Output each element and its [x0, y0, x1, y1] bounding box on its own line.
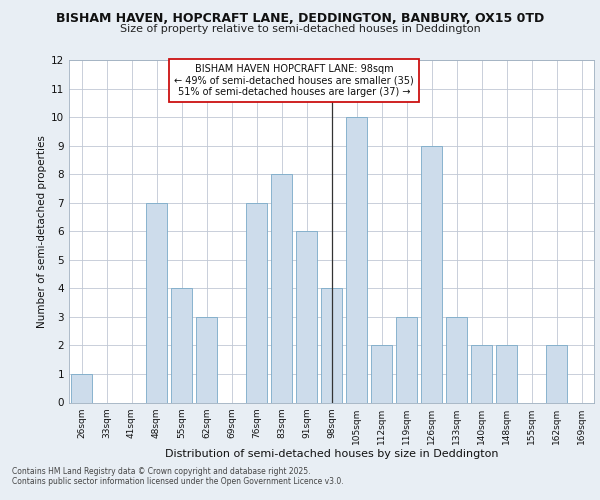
Bar: [196, 317, 217, 402]
Bar: [471, 346, 492, 403]
Bar: [146, 202, 167, 402]
Bar: [446, 317, 467, 402]
Y-axis label: Number of semi-detached properties: Number of semi-detached properties: [37, 135, 47, 328]
Bar: [371, 346, 392, 403]
Bar: [271, 174, 292, 402]
Bar: [296, 231, 317, 402]
Bar: [546, 346, 567, 403]
Text: Size of property relative to semi-detached houses in Deddington: Size of property relative to semi-detach…: [119, 24, 481, 34]
Text: BISHAM HAVEN, HOPCRAFT LANE, DEDDINGTON, BANBURY, OX15 0TD: BISHAM HAVEN, HOPCRAFT LANE, DEDDINGTON,…: [56, 12, 544, 26]
Bar: [246, 202, 267, 402]
Bar: [346, 117, 367, 403]
Bar: [396, 317, 417, 402]
Bar: [171, 288, 192, 403]
Text: Contains HM Land Registry data © Crown copyright and database right 2025.: Contains HM Land Registry data © Crown c…: [12, 467, 311, 476]
Bar: [421, 146, 442, 402]
Bar: [71, 374, 92, 402]
X-axis label: Distribution of semi-detached houses by size in Deddington: Distribution of semi-detached houses by …: [165, 450, 498, 460]
Text: Contains public sector information licensed under the Open Government Licence v3: Contains public sector information licen…: [12, 477, 344, 486]
Text: BISHAM HAVEN HOPCRAFT LANE: 98sqm
← 49% of semi-detached houses are smaller (35): BISHAM HAVEN HOPCRAFT LANE: 98sqm ← 49% …: [174, 64, 414, 98]
Bar: [321, 288, 342, 403]
Bar: [496, 346, 517, 403]
